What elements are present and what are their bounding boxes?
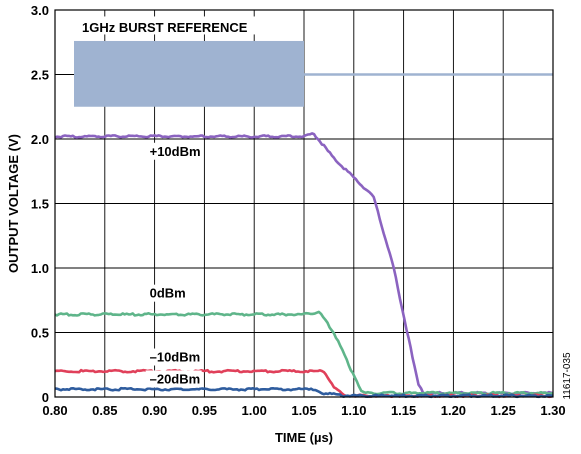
burst-reference: 1GHz BURST REFERENCE (74, 16, 553, 107)
y-tick-label: 1.0 (31, 261, 49, 276)
x-tick-labels: 0.80 0.85 0.90 0.95 1.00 1.05 1.10 1.15 1.20 1.25… (42, 403, 565, 418)
plot-frame (54, 9, 554, 398)
y-axis-title: OUTPUT VOLTAGE (V) (6, 134, 21, 273)
x-tick-label: 1.05 (291, 403, 316, 418)
series-annotation: –20dBm (150, 371, 201, 386)
y-tick-label: 0.5 (31, 326, 49, 341)
annotation-bg (145, 142, 202, 160)
x-tick-label: 0.90 (142, 403, 167, 418)
annotation-bg (145, 348, 202, 366)
reference-label: 1GHz BURST REFERENCE (82, 20, 248, 35)
x-tick-label: 1.25 (491, 403, 516, 418)
series-annotation: 0dBm (150, 286, 186, 301)
x-tick-label: 1.10 (341, 403, 366, 418)
annotation-bg (145, 370, 202, 388)
x-tick-label: 0.85 (92, 403, 117, 418)
x-tick-label: 1.00 (242, 403, 267, 418)
series-annotation: +10dBm (150, 144, 201, 159)
series-lines (54, 132, 554, 399)
x-tick-label: 0.80 (42, 403, 67, 418)
x-tick-label: 0.95 (192, 403, 217, 418)
x-tick-label: 1.15 (391, 403, 416, 418)
y-tick-label: 1.5 (31, 197, 49, 212)
y-tick-label: 3.0 (31, 3, 49, 18)
series-annotations: +10dBm 0dBm –10dBm –20dBm (145, 142, 202, 388)
burst-rect (74, 40, 304, 107)
figure-id: 11617-035 (562, 352, 573, 400)
x-tick-label: 1.30 (540, 403, 565, 418)
y-tick-label: 0 (42, 390, 49, 405)
series-line (54, 310, 554, 396)
reference-label-bg (77, 16, 289, 35)
series-line (54, 386, 554, 399)
y-tick-label: 2.5 (31, 68, 49, 83)
annotation-bg (145, 284, 186, 302)
y-tick-label: 2.0 (31, 132, 49, 147)
series-annotation: –10dBm (150, 350, 201, 365)
x-axis-title: TIME (µs) (275, 430, 333, 445)
y-tick-labels: 0 0.5 1.0 1.5 2.0 2.5 3.0 (31, 3, 49, 405)
x-tick-label: 1.20 (441, 403, 466, 418)
